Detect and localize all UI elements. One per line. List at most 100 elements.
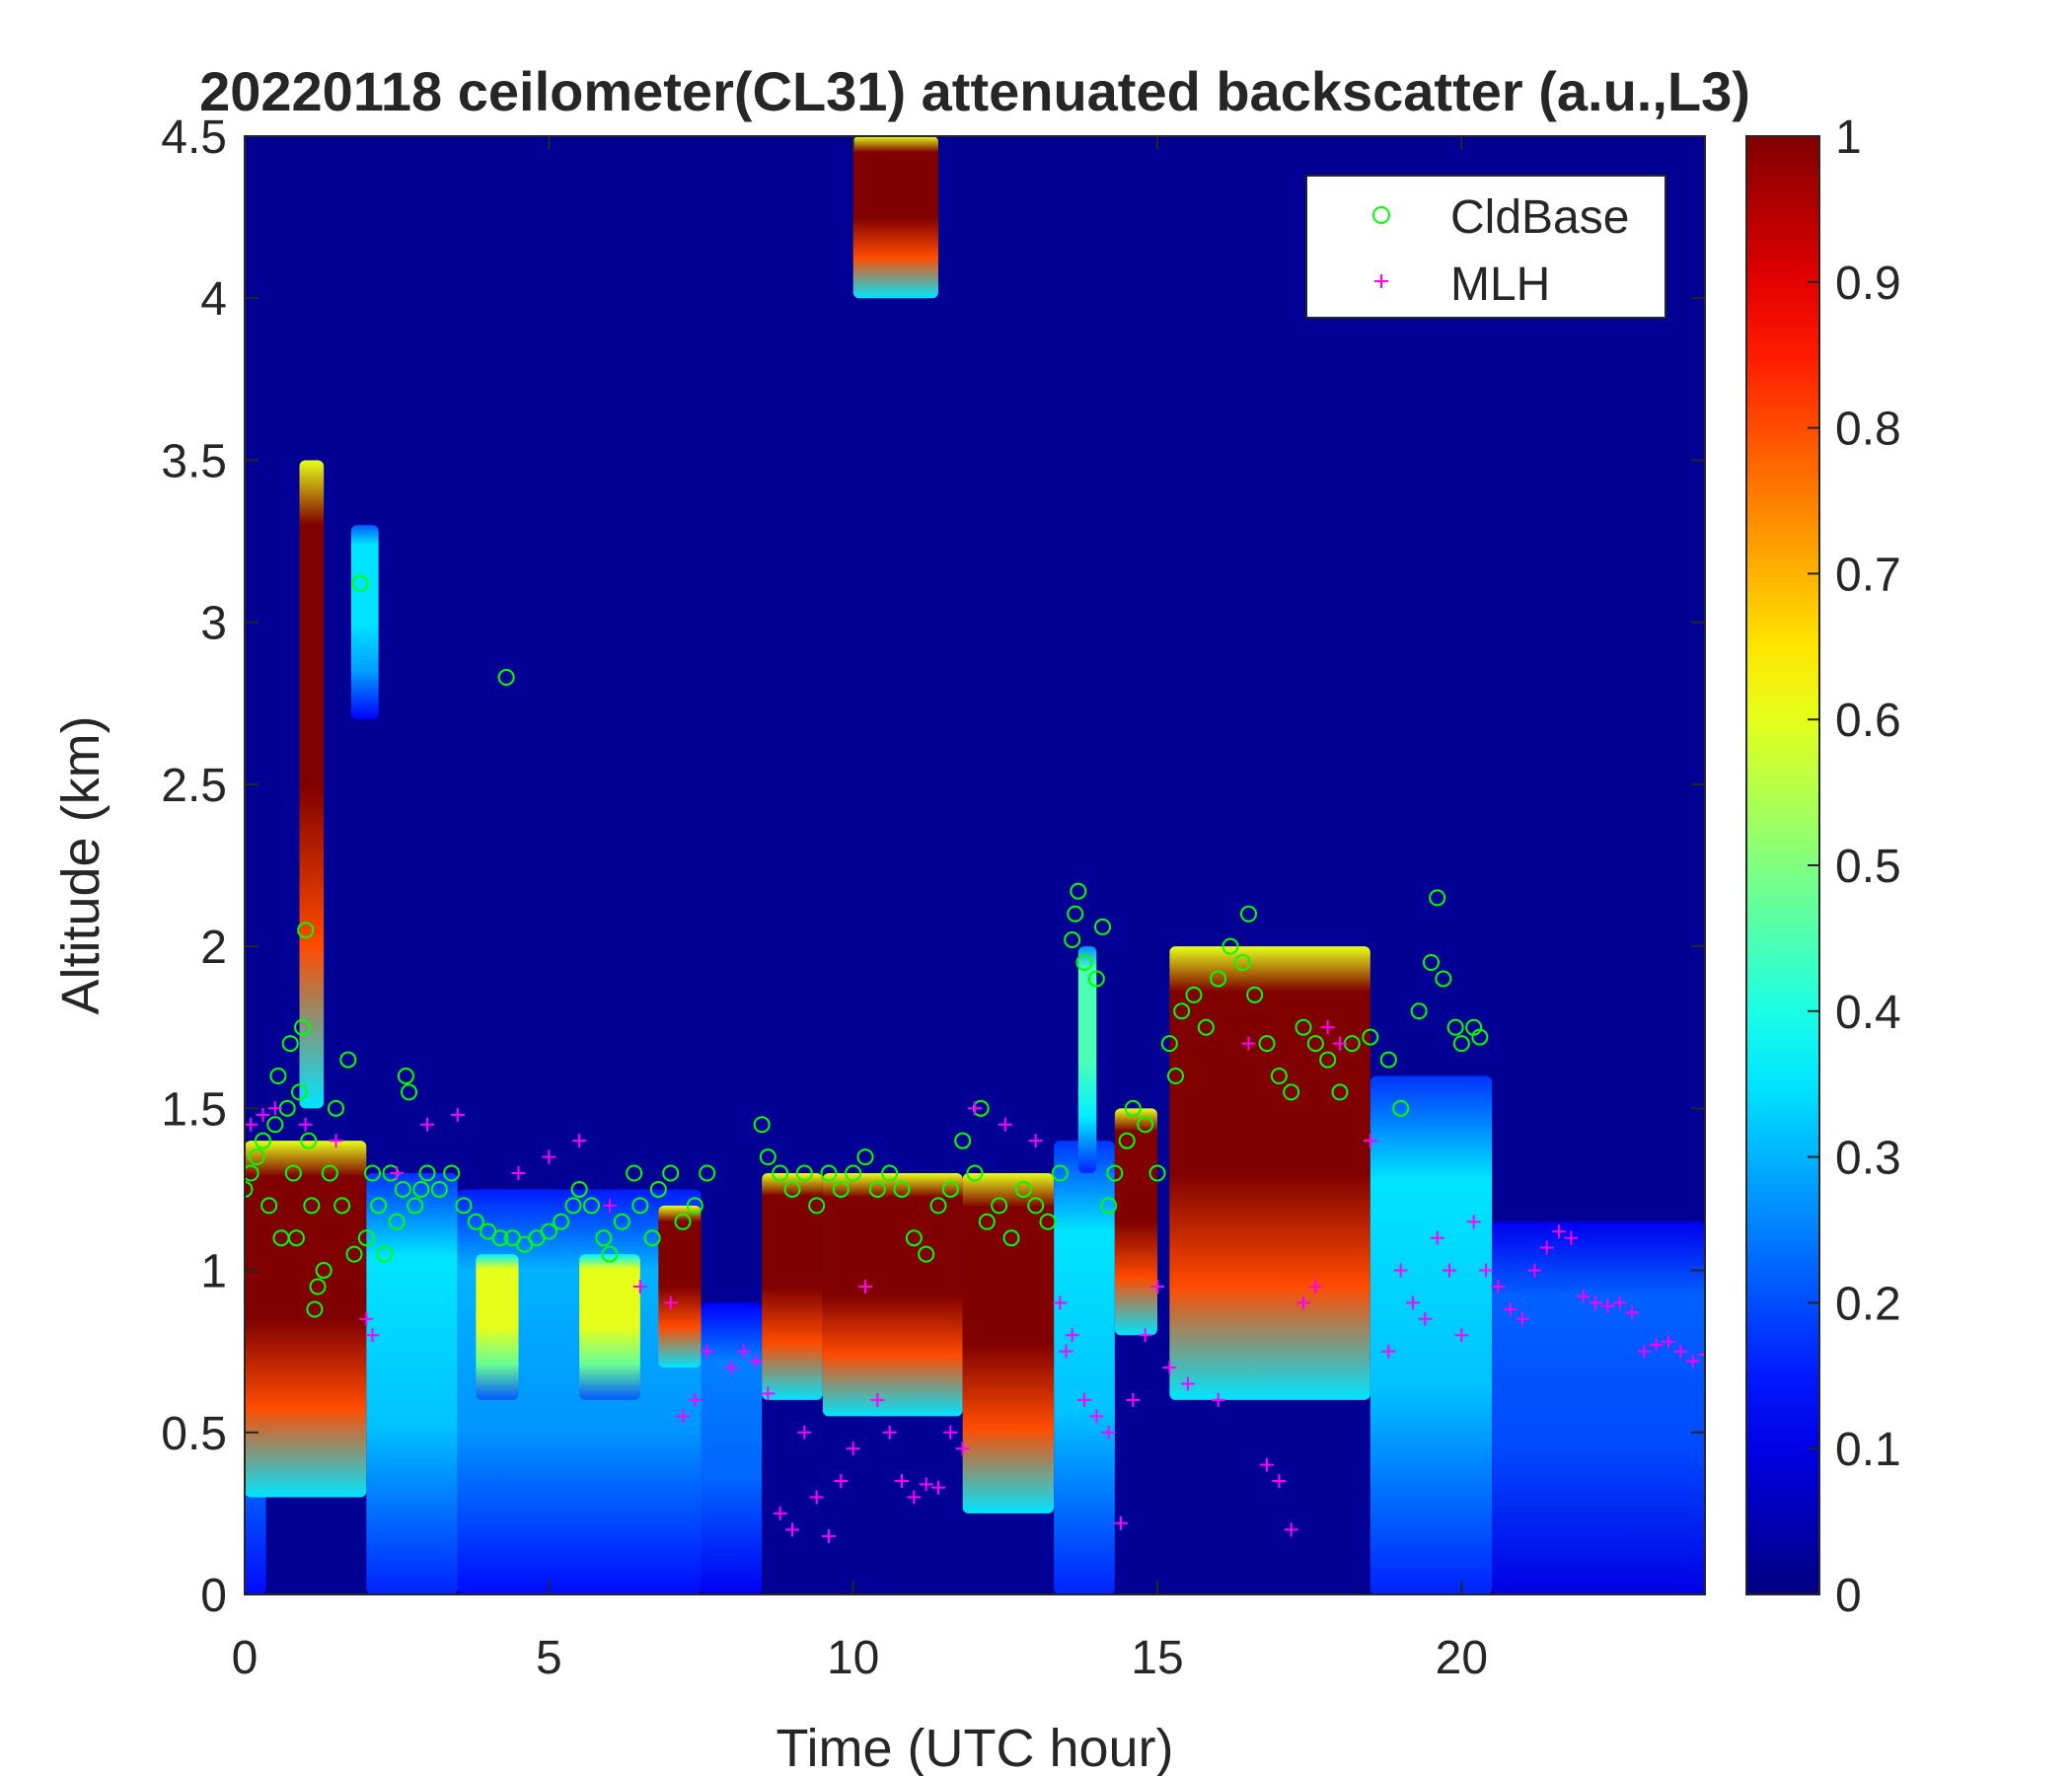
cldbase-point [1094,918,1111,935]
heatmap-region [245,1141,367,1498]
cldbase-point [918,1245,935,1263]
cldbase-point [376,1245,394,1263]
y-tick-label: 3.5 [161,435,227,487]
mlh-point [329,1134,343,1148]
mlh-point [542,1149,556,1164]
cldbase-point [978,1213,996,1230]
mlh-point [359,1311,374,1326]
x-tick-label: 5 [536,1632,562,1684]
colorbar-tick-label: 1 [1835,111,1862,164]
cldbase-point [856,1148,874,1166]
mlh-point [1576,1289,1591,1303]
mlh-point [511,1166,526,1181]
cldbase-point [966,1164,984,1182]
cldbase-point [1197,1018,1215,1036]
mlh-point [895,1474,909,1489]
mlh-point [907,1490,922,1505]
mlh-point [700,1344,714,1359]
cldbase-point [407,1197,424,1215]
heatmap-region [1054,1141,1115,1594]
mlh-point [688,1392,703,1407]
mlh-point [1393,1263,1408,1278]
cldbase-point [753,1116,771,1134]
chart-title: 20220118 ceilometer(CL31) attenuated bac… [199,60,1750,122]
colorbar-tick-label: 0 [1835,1570,1862,1622]
mlh-point [1260,1457,1274,1472]
cldbase-point [1446,1018,1464,1036]
heatmap-region [1369,1075,1493,1594]
mlh-point [1320,1020,1335,1035]
heatmap-region [762,1173,823,1400]
y-tick-label: 2.5 [161,760,227,812]
cldbase-point [306,1300,324,1318]
colorbar: 0 0.1 0.2 0.3 0.4 0.5 0.6 0.7 0.8 0.9 1 [1745,111,1901,1622]
heatmap-region [1077,946,1097,1174]
cldbase-point [1295,1018,1312,1036]
cldbase-point [287,1229,305,1247]
mlh-point [1150,1279,1164,1294]
x-axis: 0 5 10 15 20 [232,136,1488,1684]
cldbase-point [1210,970,1227,988]
cldbase-point [300,1132,318,1149]
cldbase-point [1002,1229,1020,1247]
cldbase-point [281,1035,299,1053]
cldbase-point [1051,1164,1069,1182]
mlh-point [858,1279,872,1294]
cldbase-point [1306,1035,1324,1053]
cldbase-point [1258,1035,1276,1053]
cldbase-point [294,1018,312,1036]
cldbase-series [245,574,1489,1318]
cldbase-point [291,1083,308,1101]
mlh-point [1211,1392,1225,1407]
mlh-point [797,1425,812,1440]
mlh-point [365,1328,380,1343]
cldbase-point [595,1229,613,1247]
mlh-point [1637,1344,1652,1359]
mlh-point [1138,1328,1152,1343]
cldbase-point [1246,986,1264,1003]
cldbase-point [266,1116,284,1134]
legend-mlh-marker [1374,274,1388,288]
colorbar-ticks: 0 0.1 0.2 0.3 0.4 0.5 0.6 0.7 0.8 0.9 1 [1808,111,1901,1622]
mlh-point [1685,1354,1700,1369]
mlh-point [676,1409,690,1424]
heatmap-layer [245,136,1705,1594]
cldbase-point [397,1067,414,1084]
cldbase-point [245,1164,259,1182]
cldbase-point [255,1132,271,1149]
cldbase-point [1160,1035,1178,1053]
mlh-point [267,1101,282,1116]
colorbar-scale [1745,135,1820,1595]
mlh-point [998,1117,1012,1132]
mlh-point [1101,1425,1116,1440]
cldbase-point [631,1197,649,1215]
mlh-point [955,1442,970,1456]
cldbase-point [1118,1132,1136,1149]
heatmap-region [701,1302,763,1594]
legend-box [1305,175,1666,319]
mlh-point [1284,1522,1298,1537]
heatmap-region [962,1173,1055,1514]
colorbar-tick-label: 0.3 [1835,1133,1901,1185]
cldbase-point [1070,882,1087,900]
mlh-point [450,1107,465,1122]
y-axis: 0 0.5 1 1.5 2 2.5 3 3.5 4 4.5 [161,111,1705,1622]
cldbase-point [1124,1099,1142,1117]
mlh-point [1503,1301,1517,1316]
mlh-point [1564,1230,1579,1245]
mlh-point [785,1522,799,1537]
legend-mlh-label: MLH [1450,259,1550,311]
cldbase-point [1270,1067,1288,1084]
cldbase-point [1221,937,1239,955]
cldbase-point [297,922,315,939]
cldbase-point [1233,954,1251,972]
cldbase-point [245,1180,254,1198]
heatmap-region [658,1205,702,1369]
mlh-point [943,1425,958,1440]
cldbase-point [443,1164,461,1182]
cldbase-point [1064,931,1081,949]
mlh-point [846,1442,860,1456]
mlh-point [1089,1409,1104,1424]
mlh-point [931,1480,945,1495]
